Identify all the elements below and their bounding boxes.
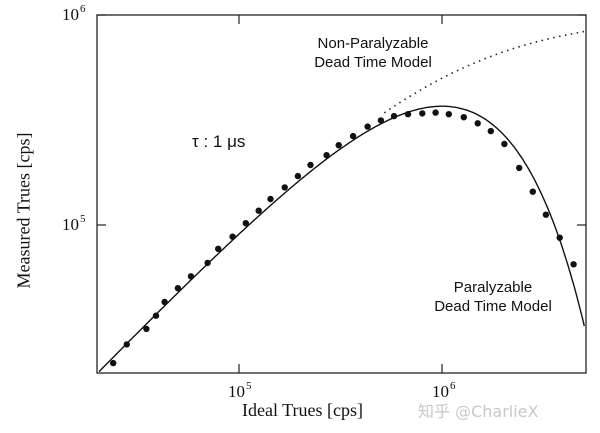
data-point [349, 132, 357, 140]
data-point [267, 195, 274, 203]
non-paralyzable-line1: Non-Paralyzable [317, 35, 429, 52]
data-point [364, 123, 371, 130]
plot-frame [96, 14, 587, 374]
data-point [204, 259, 211, 267]
paralyzable-annotation: Paralyzable Dead Time Model [408, 278, 578, 316]
paralyzable-line2: Dead Time Model [434, 298, 552, 315]
data-point [323, 152, 330, 159]
data-point [404, 111, 412, 118]
data-point [570, 261, 577, 268]
data-point [229, 233, 236, 240]
y-tick-label-1e6: 106 [62, 3, 86, 24]
data-point [281, 184, 288, 191]
data-point [501, 140, 508, 148]
paralyzable-curve [98, 105, 585, 373]
data-point [432, 109, 439, 116]
paralyzable-line1: Paralyzable [453, 279, 533, 296]
axis-ticks [97, 14, 586, 373]
x-tick-label-1e5: 105 [228, 380, 252, 401]
data-point [255, 207, 262, 214]
watermark: 知乎 @CharlieX [418, 402, 539, 421]
data-point [377, 117, 385, 124]
non-paralyzable-curve [383, 30, 586, 114]
data-point [335, 142, 342, 149]
data-point [307, 161, 314, 169]
data-point [123, 341, 130, 348]
data-point [143, 325, 150, 333]
non-paralyzable-annotation: Non-Paralyzable Dead Time Model [288, 34, 458, 72]
data-point [529, 188, 536, 195]
data-point [556, 234, 563, 241]
data-point [161, 298, 168, 306]
y-axis-label: Measured Trues [cps] [13, 132, 34, 289]
x-tick-label-1e6: 106 [432, 380, 456, 401]
data-point [474, 120, 481, 127]
data-point [542, 211, 550, 218]
measured-data-points [110, 109, 577, 367]
data-point [516, 164, 523, 172]
data-point [419, 110, 426, 117]
data-point [152, 312, 160, 319]
data-point [445, 111, 452, 118]
data-point [487, 127, 494, 135]
data-point [110, 359, 117, 367]
data-point [460, 114, 467, 121]
x-axis-label: Ideal Trues [cps] [242, 400, 363, 420]
non-paralyzable-line2: Dead Time Model [314, 54, 432, 71]
data-point [174, 285, 182, 292]
data-point [215, 245, 222, 252]
data-point [187, 273, 195, 280]
data-point [294, 172, 302, 180]
tau-annotation: τ : 1 μs [192, 132, 246, 151]
data-point [242, 220, 249, 227]
y-tick-label-1e5: 105 [62, 213, 86, 234]
data-point [390, 112, 398, 120]
